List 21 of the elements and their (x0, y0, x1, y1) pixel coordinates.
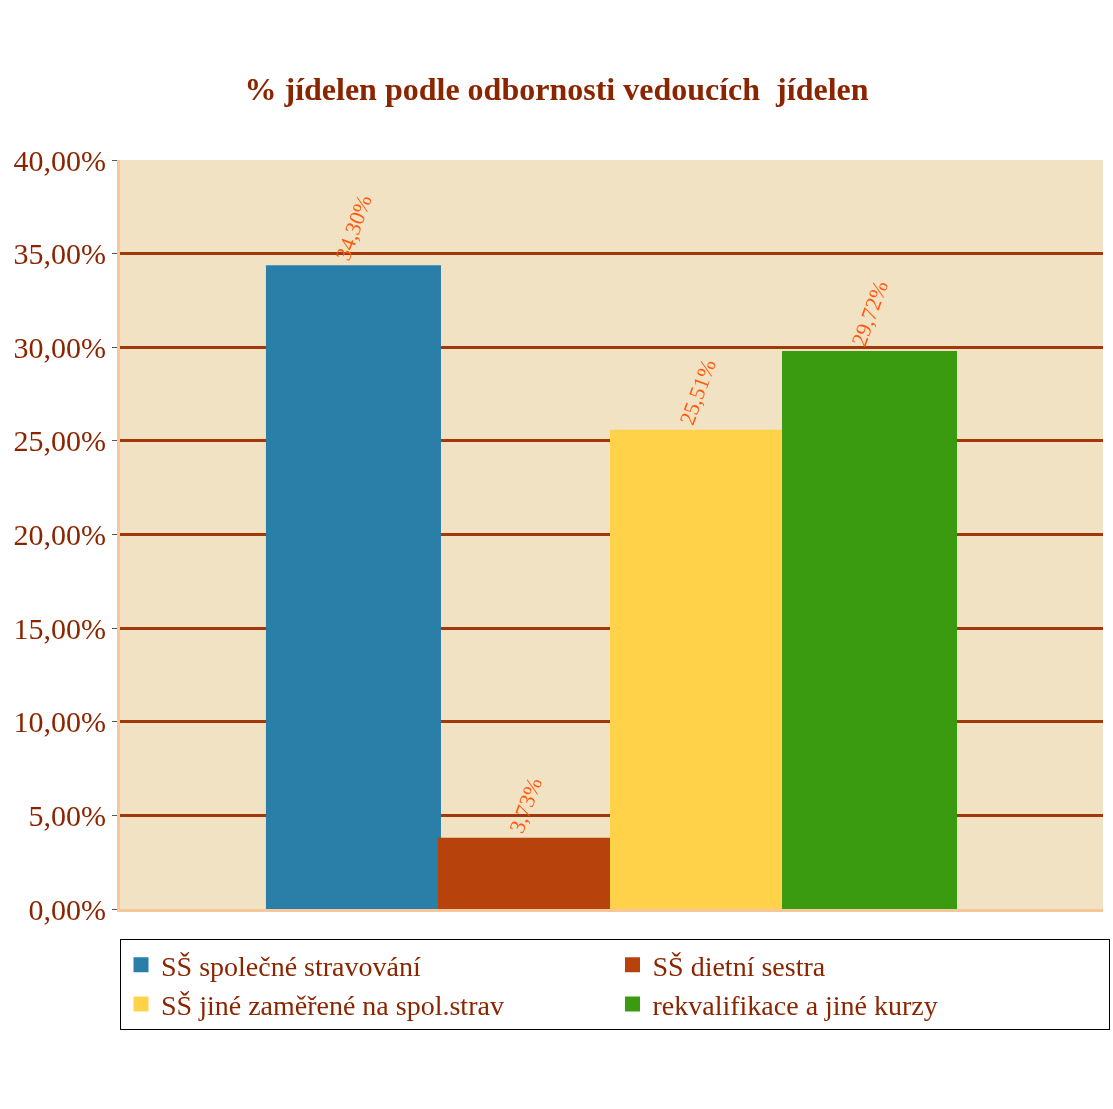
y-tick-label: 20,00% (13, 518, 106, 551)
bar (782, 350, 958, 909)
legend-label: SŠ jiné zaměřené na spol.strav (161, 989, 504, 1021)
y-tick-label: 0,00% (28, 892, 106, 926)
data-label: 34,30% (330, 191, 377, 264)
chart-title: % jídelen podle odbornosti vedoucích jídelen (244, 71, 869, 108)
y-tick-label: 30,00% (13, 330, 106, 364)
y-tick-label: 15,00% (13, 611, 106, 645)
y-tick-label: 25,00% (13, 424, 106, 458)
y-tick-label: 10,00% (13, 705, 106, 739)
data-label: 29,72% (846, 277, 893, 350)
data-label: 25,51% (674, 356, 721, 429)
legend-label: SŠ společné stravování (161, 950, 421, 982)
bar (265, 265, 441, 909)
bar (437, 837, 613, 909)
data-label: 3,73% (504, 774, 547, 837)
y-tick-label: 35,00% (13, 237, 106, 271)
y-tick-label: 40,00% (13, 143, 106, 177)
legend-label: rekvalifikace a jiné kurzy (652, 989, 938, 1021)
legend-label: SŠ dietní sestra (652, 950, 826, 982)
y-tick-label: 5,00% (28, 798, 106, 832)
